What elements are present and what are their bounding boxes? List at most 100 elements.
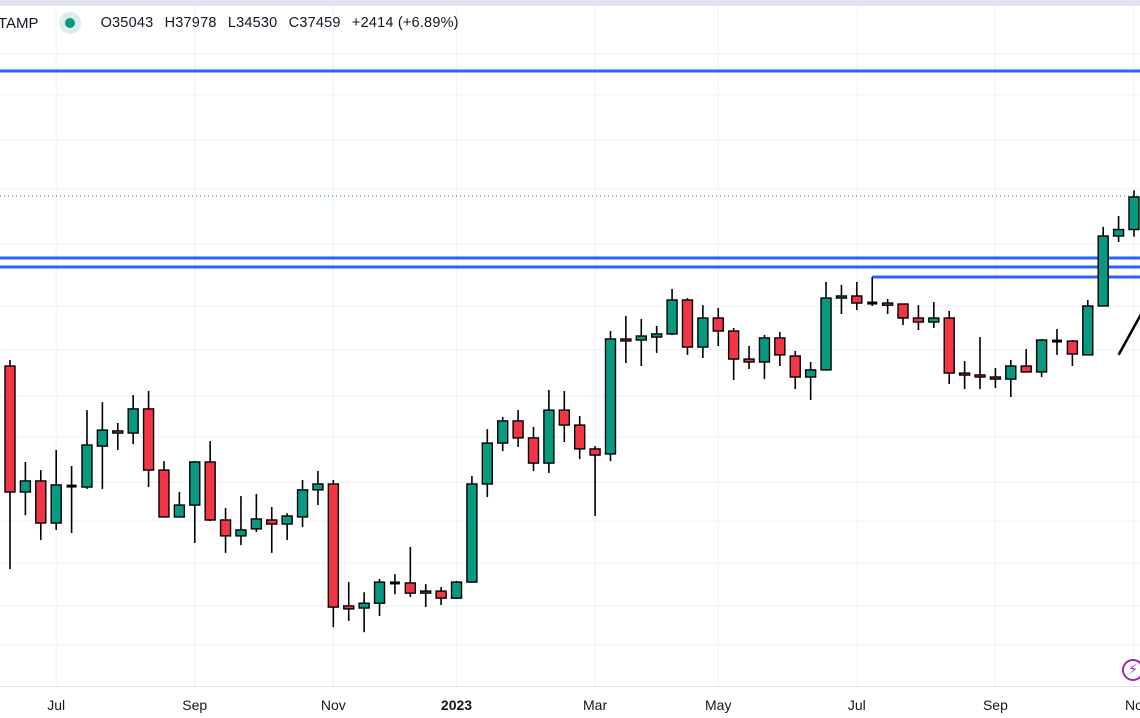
candle-body-up — [666, 299, 678, 335]
time-axis-label: Sep — [182, 697, 208, 713]
candle-body-down — [681, 299, 694, 348]
candle-body-doji — [389, 581, 400, 585]
candle-body-up — [235, 529, 247, 537]
candle — [774, 332, 786, 367]
candle — [343, 582, 355, 621]
candle-body-up — [1082, 305, 1094, 356]
candle-body-doji — [1051, 339, 1062, 343]
candle-body-down — [343, 605, 355, 610]
candle-body-down — [327, 483, 340, 608]
candle — [358, 592, 370, 633]
candle-body-up — [81, 444, 93, 488]
candle — [450, 580, 463, 600]
symbol-name[interactable]: TAMP — [0, 14, 39, 32]
candle-body-down — [974, 374, 986, 378]
candle-body-down — [142, 408, 155, 471]
candle-body-up — [312, 483, 324, 491]
candle-body-up — [758, 337, 771, 363]
candle-body-down — [219, 519, 232, 537]
candle-body-up — [373, 581, 386, 604]
time-axis-label: 2023 — [440, 697, 473, 713]
candle-body-up — [820, 297, 832, 371]
candle-body-up — [635, 335, 647, 341]
candle — [189, 461, 201, 543]
candle-body-down — [435, 590, 447, 599]
candle — [81, 410, 93, 489]
candle-body-down — [158, 469, 170, 518]
time-axis-label: No — [1125, 697, 1140, 713]
candle — [1112, 215, 1125, 242]
drawing-lines[interactable] — [0, 69, 1140, 356]
candle — [650, 325, 663, 353]
candle-body-down — [573, 424, 586, 450]
candle — [327, 480, 340, 628]
candle — [235, 496, 247, 546]
trend-line[interactable] — [1117, 288, 1140, 356]
candle — [19, 461, 32, 516]
market-status-dot-icon[interactable] — [58, 12, 81, 34]
candle — [835, 284, 848, 315]
candle — [527, 426, 540, 472]
lightning-bolt-icon[interactable]: ⚡︎ — [1122, 659, 1140, 681]
candle — [1066, 340, 1079, 367]
candle-body-up — [497, 420, 509, 444]
time-axis-label: Jul — [47, 697, 66, 713]
candle — [127, 395, 139, 445]
candle-body-down — [774, 337, 786, 356]
candle-body-down — [851, 295, 863, 304]
candle-body-up — [650, 333, 663, 338]
candle-body-up — [296, 489, 309, 518]
candle-body-down — [989, 376, 1002, 380]
candle-body-up — [281, 515, 293, 525]
candle-body-down — [527, 437, 540, 464]
candle — [928, 302, 940, 328]
candle — [620, 316, 632, 364]
candle — [1005, 359, 1017, 397]
candle — [420, 584, 432, 608]
candle — [1097, 226, 1109, 307]
candle — [512, 410, 524, 447]
candle-body-down — [558, 409, 570, 426]
candle-body-down — [112, 430, 124, 434]
candle-body-up — [1005, 365, 1017, 380]
candle-body-down — [743, 358, 755, 363]
candle — [158, 461, 170, 518]
candle — [112, 422, 124, 451]
candle-body-down — [789, 355, 801, 378]
candle — [558, 390, 570, 442]
close-value: C37459 — [288, 15, 341, 31]
candle — [989, 368, 1002, 389]
candle — [404, 546, 417, 597]
candle-body-down — [712, 317, 724, 332]
candle-body-down — [1020, 365, 1032, 373]
candle — [681, 298, 694, 355]
candle — [881, 299, 894, 315]
candle — [219, 508, 232, 553]
candle — [897, 303, 909, 326]
candle-body-down — [404, 582, 417, 594]
candle-body-up — [804, 369, 817, 378]
candle — [666, 289, 678, 335]
candle — [281, 513, 293, 541]
candle-body-down — [266, 519, 278, 525]
candle-body-down — [943, 317, 955, 374]
candle-body-down — [881, 302, 894, 306]
candle — [1051, 328, 1062, 355]
candle — [373, 578, 386, 616]
candle-body-up — [466, 483, 478, 583]
candle — [543, 389, 555, 474]
candle — [958, 361, 971, 390]
candle-body-up — [1035, 339, 1048, 373]
time-axis-label: Nov — [320, 697, 346, 713]
open-value: O35043 — [100, 15, 154, 31]
candle-body-down — [912, 317, 925, 323]
candle-body-down — [1066, 340, 1079, 355]
candle-body-up — [835, 295, 848, 299]
candle — [466, 476, 478, 583]
chart-grid — [0, 6, 1140, 686]
candle-body-down — [4, 365, 16, 493]
candle — [142, 390, 155, 488]
candle — [250, 493, 263, 532]
candle — [943, 311, 955, 385]
